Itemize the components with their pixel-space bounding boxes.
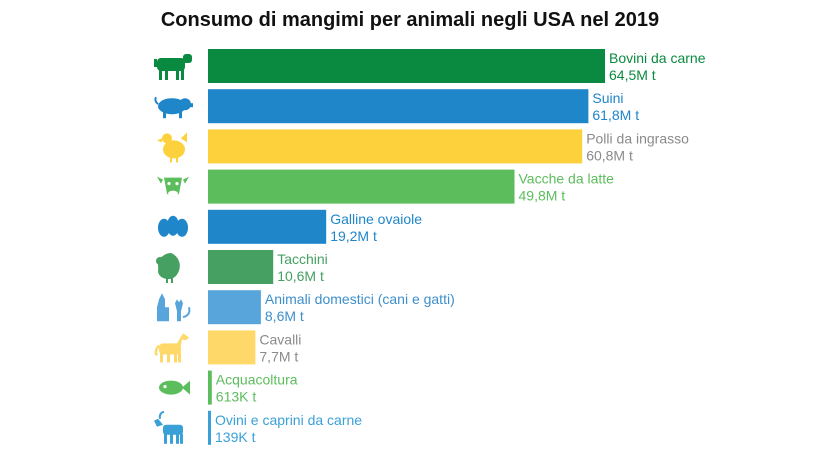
- value-label: 64,5M t: [609, 67, 656, 83]
- value-label: 139K t: [215, 429, 256, 445]
- chart-title: Consumo di mangimi per animali negli USA…: [160, 9, 660, 31]
- category-label: Tacchini: [277, 251, 328, 267]
- bars-layer: [208, 49, 605, 445]
- fish-icon: [159, 380, 190, 395]
- dairy-cow-icon: [157, 176, 189, 197]
- bar-8: [208, 330, 256, 365]
- cow-icon: [154, 54, 192, 80]
- category-label: Galline ovaiole: [330, 211, 422, 227]
- value-label: 613K t: [216, 389, 257, 405]
- dog-and-cat-icon: [157, 293, 191, 322]
- bar-2: [208, 89, 589, 124]
- value-label: 19,2M t: [330, 228, 377, 244]
- chicken-icon: [157, 132, 187, 163]
- goat-icon: [154, 410, 183, 444]
- category-label: Acquacoltura: [216, 372, 298, 388]
- bar-7: [208, 290, 261, 325]
- bar-10: [208, 410, 211, 445]
- category-label: Bovini da carne: [609, 50, 706, 66]
- bar-5: [208, 209, 327, 244]
- category-label: Ovini e caprini da carne: [215, 412, 362, 428]
- value-label: 7,7M t: [259, 348, 298, 364]
- bar-6: [208, 250, 274, 284]
- pig-icon: [154, 96, 193, 119]
- category-label: Animali domestici (cani e gatti): [265, 291, 455, 307]
- value-label: 10,6M t: [277, 268, 324, 284]
- category-label: Polli da ingrasso: [586, 130, 689, 146]
- category-label: Vacche da latte: [519, 171, 615, 187]
- category-label: Cavalli: [259, 331, 301, 347]
- value-label: 8,6M t: [265, 308, 304, 324]
- icons-layer: [154, 54, 193, 444]
- bar-1: [208, 49, 605, 83]
- eggs-icon: [158, 215, 188, 237]
- category-label: Suini: [592, 90, 623, 106]
- value-label: 49,8M t: [519, 188, 566, 204]
- bar-9: [208, 370, 212, 405]
- horse-icon: [154, 333, 189, 363]
- value-label: 61,8M t: [592, 107, 639, 123]
- turkey-icon: [156, 253, 180, 283]
- value-label: 60,8M t: [586, 147, 633, 163]
- bar-3: [208, 129, 583, 164]
- bar-4: [208, 169, 515, 204]
